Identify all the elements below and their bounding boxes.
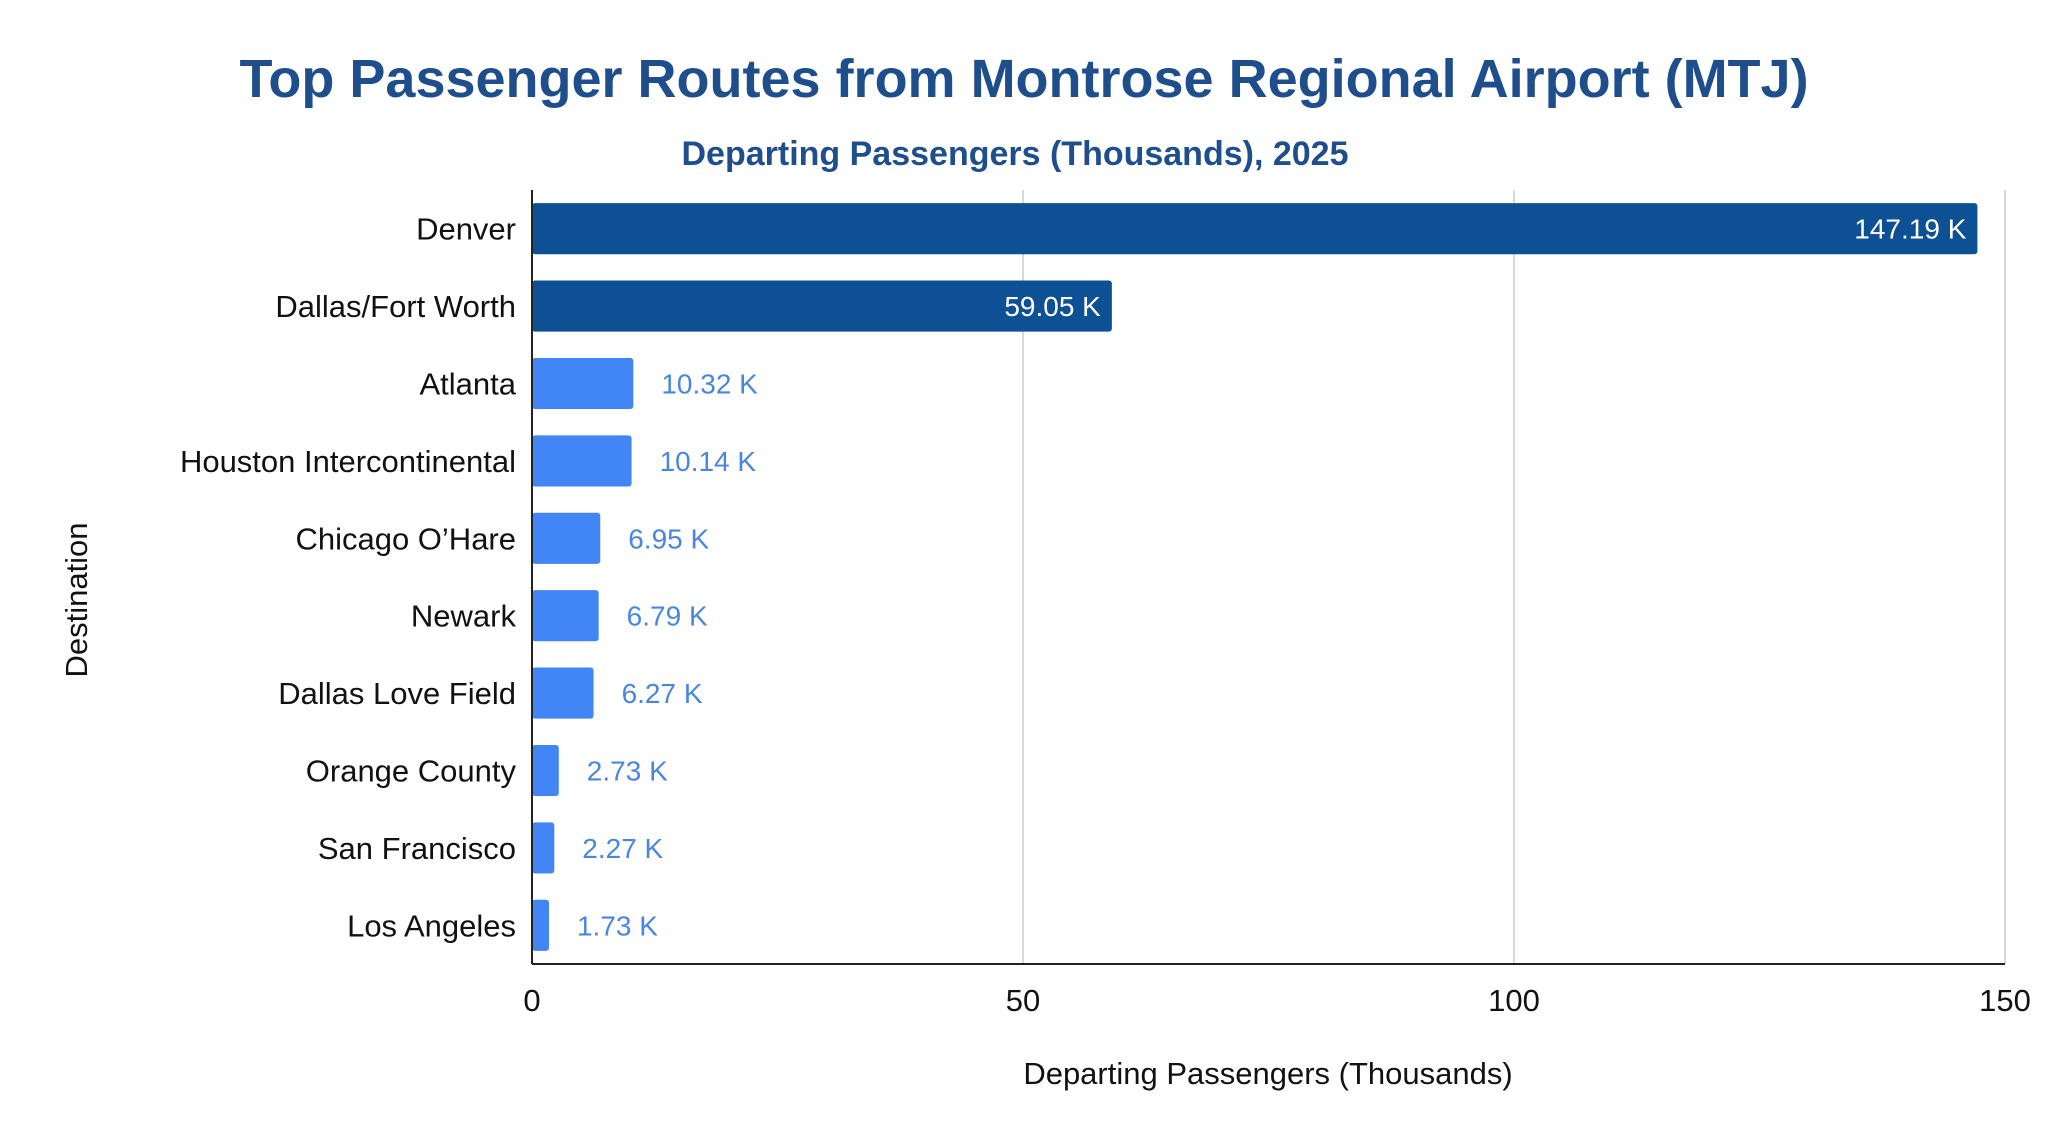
category-labels: Denver Dallas/Fort Worth Atlanta Houston In… [180, 212, 517, 944]
category-label: Dallas/Fort Worth [275, 289, 516, 324]
data-label: 1.73 K [577, 910, 658, 941]
x-axis-title: Departing Passengers (Thousands) [1023, 1056, 1512, 1091]
bar [532, 899, 549, 951]
y-axis-title: Destination [59, 522, 94, 677]
data-labels: 147.19 K 59.05 K 10.32 K 10.14 K 6.95 K 6.79 … [577, 214, 1967, 942]
data-label: 6.27 K [622, 678, 703, 709]
data-label: 10.32 K [661, 369, 758, 400]
category-label: San Francisco [318, 831, 516, 866]
data-label: 147.19 K [1854, 214, 1966, 245]
gridlines [1022, 190, 2006, 964]
x-tick-label: 50 [1006, 983, 1040, 1018]
category-label: Atlanta [419, 367, 516, 402]
bar [532, 512, 601, 564]
bar [532, 357, 634, 410]
data-label: 2.27 K [582, 833, 663, 864]
bar [532, 280, 1112, 332]
x-tick-label: 0 [523, 983, 540, 1018]
category-label: Chicago O’Hare [295, 521, 516, 556]
category-label: Newark [411, 599, 517, 634]
data-label: 59.05 K [1004, 291, 1101, 322]
chart-title: Top Passenger Routes from Montrose Regio… [239, 49, 1808, 109]
bar [532, 744, 559, 797]
bar [532, 822, 555, 874]
x-tick-labels: 0 50 100 150 [523, 983, 2030, 1018]
category-label: Orange County [306, 754, 517, 789]
bar [532, 590, 599, 642]
chart-subtitle: Departing Passengers (Thousands), 2025 [682, 135, 1349, 173]
category-label: Los Angeles [347, 908, 516, 943]
data-label: 6.95 K [628, 523, 709, 554]
category-label: Dallas Love Field [278, 676, 516, 711]
bar [532, 203, 1978, 255]
bars [532, 203, 1978, 951]
category-label: Houston Intercontinental [180, 444, 516, 479]
bar [532, 435, 632, 487]
x-tick-label: 150 [1979, 983, 2031, 1018]
data-label: 6.79 K [627, 601, 708, 632]
data-label: 2.73 K [587, 756, 668, 787]
x-tick-label: 100 [1488, 983, 1540, 1018]
bar [532, 667, 594, 719]
data-label: 10.14 K [660, 446, 757, 477]
category-label: Denver [416, 212, 516, 247]
